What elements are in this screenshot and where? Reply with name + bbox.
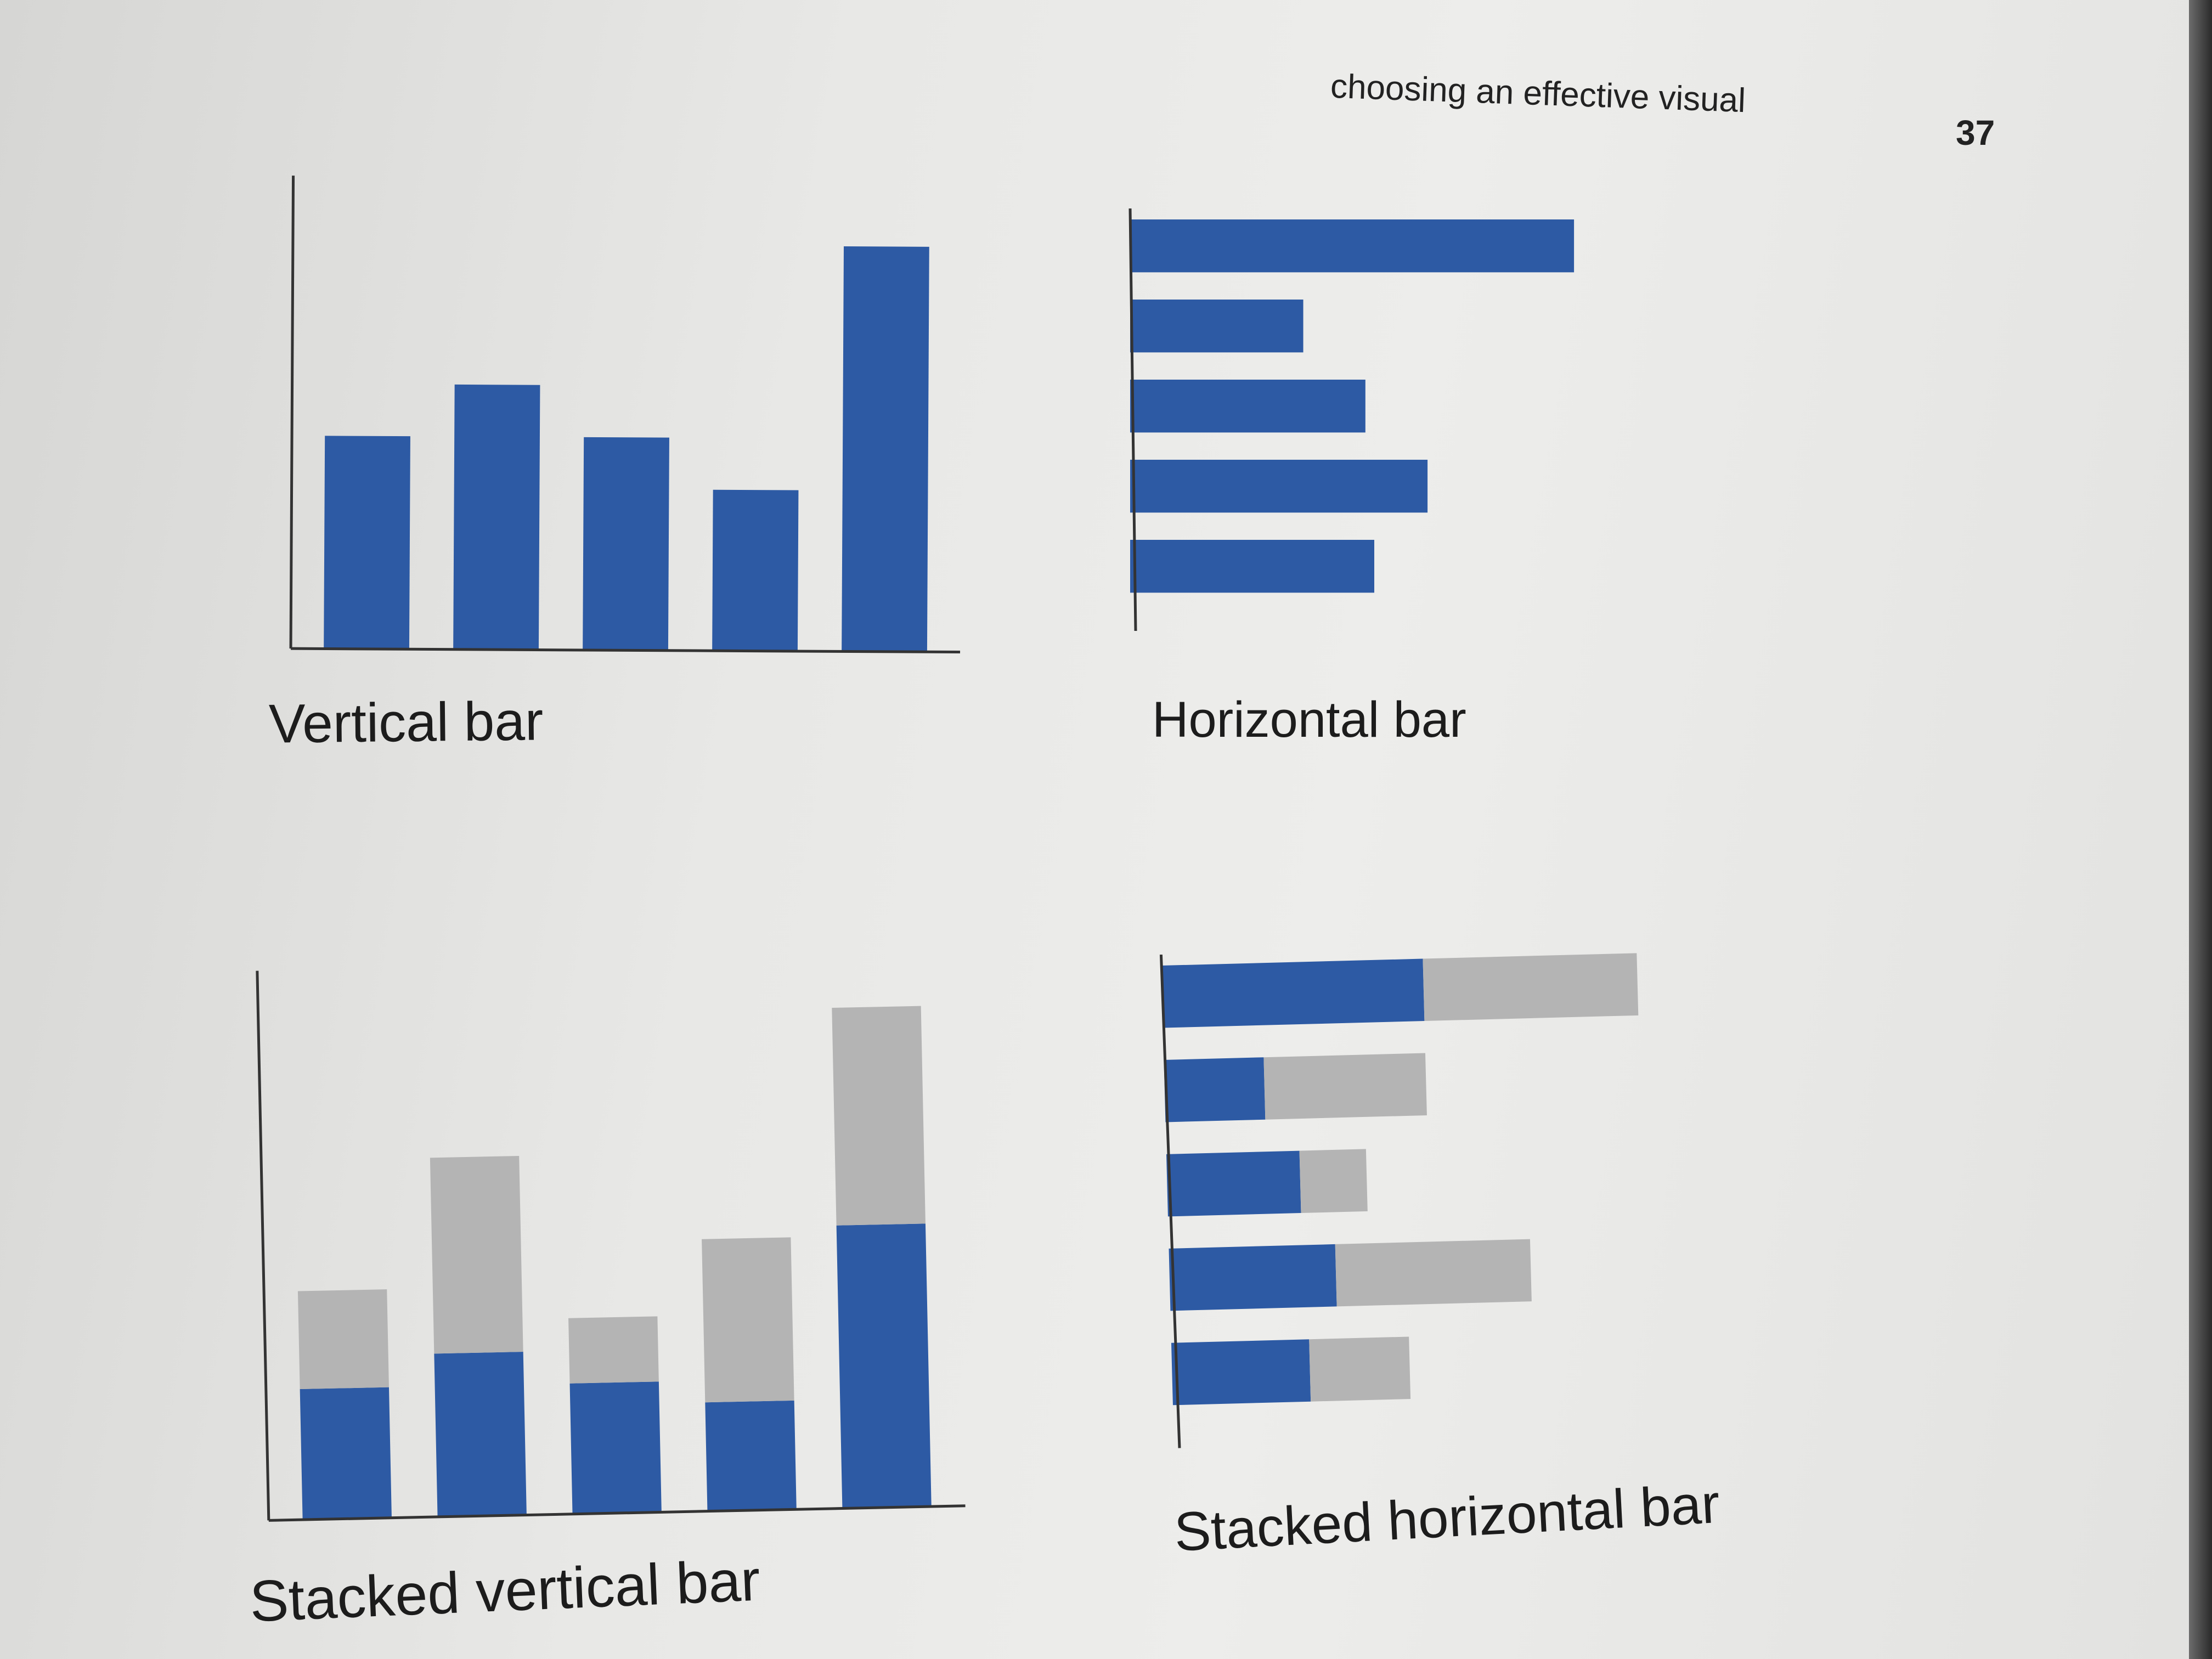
vertical-bar-chart-svg xyxy=(289,176,961,654)
stacked-vertical-bar-bar-5 xyxy=(836,1223,932,1509)
caption-horizontal-bar: Horizontal bar xyxy=(1152,692,1466,748)
horizontal-bar-bar-4 xyxy=(1130,460,1428,513)
stacked-vertical-bar-bar-2 xyxy=(434,1351,527,1517)
stacked-horizontal-bar-bar-1 xyxy=(1161,958,1425,1028)
vertical-bar-bar-4 xyxy=(712,489,799,651)
stacked-vertical-bar-chart-svg xyxy=(256,970,966,1522)
stacked-vertical-bar-bar-1 xyxy=(300,1387,392,1520)
horizontal-bar-bar-5 xyxy=(1130,540,1374,593)
horizontal-bar-bar-3 xyxy=(1130,380,1365,433)
stacked-horizontal-bar-bar-stack-2 xyxy=(1263,1053,1427,1120)
stacked-horizontal-bar-bar-3 xyxy=(1166,1150,1301,1217)
vertical-bar-chart xyxy=(274,176,963,657)
page-edge-shadow xyxy=(2189,0,2212,1659)
stacked-horizontal-bar-y-axis xyxy=(1159,954,1181,1448)
stacked-horizontal-bar-bar-stack-4 xyxy=(1335,1239,1532,1307)
stacked-horizontal-bar-chart xyxy=(1155,941,1684,1448)
stacked-horizontal-bar-bar-4 xyxy=(1169,1244,1337,1311)
vertical-bar-bar-1 xyxy=(324,436,410,650)
vertical-bar-bar-5 xyxy=(842,246,929,652)
stacked-horizontal-bar-bar-5 xyxy=(1171,1339,1311,1406)
stacked-vertical-bar-y-axis xyxy=(256,970,270,1521)
horizontal-bar-bar-1 xyxy=(1130,219,1575,273)
caption-stacked-horizontal-bar: Stacked horizontal bar xyxy=(1172,1473,1722,1563)
horizontal-bar-chart-svg xyxy=(1128,208,1575,631)
stacked-vertical-bar-bar-stack-5 xyxy=(832,1006,926,1226)
horizontal-bar-y-axis xyxy=(1128,208,1137,631)
horizontal-bar-chart xyxy=(1125,208,1629,631)
stacked-vertical-bar-bar-stack-2 xyxy=(430,1155,523,1354)
stacked-vertical-bar-bar-stack-4 xyxy=(702,1237,794,1403)
running-head: choosing an effective visual xyxy=(1330,67,1747,120)
stacked-vertical-bar-chart xyxy=(241,956,966,1525)
stacked-vertical-bar-bar-3 xyxy=(569,1381,662,1514)
vertical-bar-y-axis xyxy=(289,176,295,649)
vertical-bar-bar-2 xyxy=(453,384,540,650)
stacked-horizontal-bar-bar-stack-3 xyxy=(1299,1149,1368,1214)
vertical-bar-x-axis xyxy=(291,647,961,654)
vertical-bar-bar-3 xyxy=(583,437,669,651)
stacked-horizontal-bar-chart-svg xyxy=(1159,953,1639,1448)
stacked-horizontal-bar-bar-2 xyxy=(1164,1057,1266,1122)
stacked-vertical-bar-bar-stack-1 xyxy=(297,1289,389,1390)
horizontal-bar-bar-2 xyxy=(1130,300,1304,353)
stacked-vertical-bar-bar-4 xyxy=(705,1400,797,1511)
stacked-horizontal-bar-bar-stack-5 xyxy=(1309,1336,1411,1402)
stacked-vertical-bar-x-axis xyxy=(268,1504,966,1522)
page-number: 37 xyxy=(1956,113,1995,153)
stacked-horizontal-bar-bar-stack-1 xyxy=(1423,953,1639,1022)
stacked-vertical-bar-bar-stack-3 xyxy=(568,1316,659,1384)
caption-stacked-vertical-bar: Stacked vertical bar xyxy=(248,1548,761,1634)
caption-vertical-bar: Vertical bar xyxy=(268,690,544,755)
